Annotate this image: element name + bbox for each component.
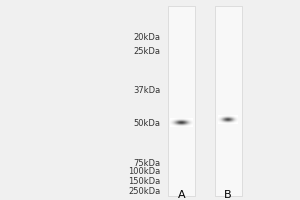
Text: A: A xyxy=(178,190,185,200)
Text: 100kDa: 100kDa xyxy=(128,168,160,176)
Text: 20kDa: 20kDa xyxy=(134,33,160,43)
Bar xyxy=(214,6,242,196)
Text: 150kDa: 150kDa xyxy=(128,178,160,186)
Text: 250kDa: 250kDa xyxy=(128,186,160,196)
Bar xyxy=(168,6,195,196)
Text: 25kDa: 25kDa xyxy=(134,46,160,55)
Text: 37kDa: 37kDa xyxy=(133,86,160,95)
Text: 50kDa: 50kDa xyxy=(134,119,160,129)
Text: 75kDa: 75kDa xyxy=(134,158,160,168)
Text: B: B xyxy=(224,190,232,200)
